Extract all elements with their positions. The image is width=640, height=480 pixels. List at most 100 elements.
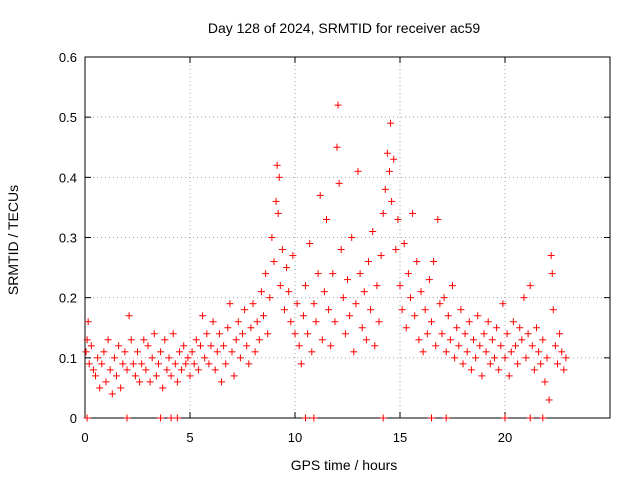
data-point xyxy=(526,282,534,290)
data-point xyxy=(232,336,240,344)
data-point xyxy=(428,318,435,326)
data-point xyxy=(554,360,561,368)
data-point xyxy=(379,414,387,422)
data-point xyxy=(467,366,475,374)
data-point xyxy=(218,378,225,386)
data-point xyxy=(276,282,284,290)
data-point xyxy=(230,372,238,380)
data-point xyxy=(334,101,342,109)
data-point xyxy=(243,342,251,350)
data-point xyxy=(314,270,322,278)
data-point xyxy=(524,330,532,338)
data-point xyxy=(541,378,549,386)
data-point xyxy=(387,119,395,127)
data-point xyxy=(270,258,278,266)
data-point xyxy=(444,312,452,320)
data-point xyxy=(539,414,547,422)
data-point xyxy=(310,414,318,422)
data-point xyxy=(474,312,482,320)
data-point xyxy=(333,143,341,151)
x-axis-label: GPS time / hours xyxy=(291,457,398,473)
data-point xyxy=(402,324,410,332)
data-point xyxy=(182,360,190,368)
data-point xyxy=(96,384,104,392)
data-point xyxy=(331,318,339,326)
data-point xyxy=(167,414,175,422)
data-point xyxy=(488,336,496,344)
data-point xyxy=(236,354,244,362)
plot-frame xyxy=(84,56,611,419)
data-point xyxy=(108,390,116,398)
data-point xyxy=(222,360,230,368)
data-point xyxy=(440,294,448,302)
data-point xyxy=(535,348,543,356)
data-point xyxy=(507,348,515,356)
y-tick-label: 0.4 xyxy=(59,170,77,185)
y-axis-label: SRMTID / TECUs xyxy=(5,185,21,295)
data-point xyxy=(295,342,303,350)
data-point xyxy=(131,372,139,380)
data-point xyxy=(432,342,440,350)
data-point xyxy=(522,354,530,362)
data-point xyxy=(142,366,150,374)
data-point xyxy=(514,360,522,368)
data-point xyxy=(495,366,503,374)
data-point xyxy=(215,330,223,338)
data-point xyxy=(556,330,564,338)
data-point xyxy=(344,276,351,284)
data-point xyxy=(83,414,91,422)
data-point xyxy=(226,300,234,308)
data-point xyxy=(121,348,129,356)
data-point xyxy=(516,324,524,332)
data-point xyxy=(157,414,165,422)
data-point xyxy=(100,348,108,356)
data-point xyxy=(278,246,286,254)
data-point xyxy=(251,348,259,356)
data-point xyxy=(386,167,393,175)
data-point xyxy=(545,396,553,404)
data-point xyxy=(186,372,194,380)
data-point xyxy=(306,240,314,248)
data-point xyxy=(304,330,312,338)
data-point xyxy=(83,336,91,344)
data-point xyxy=(207,342,215,350)
x-tick-label: 10 xyxy=(288,430,302,445)
data-point xyxy=(98,360,106,368)
data-point xyxy=(348,234,356,241)
data-point xyxy=(327,342,335,350)
data-point xyxy=(92,372,99,380)
data-point xyxy=(159,384,167,392)
chart-title: Day 128 of 2024, SRMTID for receiver ac5… xyxy=(208,20,481,36)
data-point xyxy=(234,318,242,326)
data-point xyxy=(371,342,379,350)
data-point xyxy=(205,360,213,368)
data-point xyxy=(404,270,412,278)
data-point xyxy=(144,342,152,350)
data-point xyxy=(287,318,295,326)
data-point xyxy=(518,336,526,344)
data-point xyxy=(388,197,396,205)
data-point xyxy=(119,360,127,368)
data-point xyxy=(434,215,442,223)
data-point xyxy=(383,149,391,157)
data-point xyxy=(274,209,282,217)
data-point xyxy=(413,258,421,266)
data-point xyxy=(115,342,123,350)
data-point xyxy=(297,360,305,368)
data-point xyxy=(113,372,120,380)
data-point xyxy=(178,366,186,374)
data-point xyxy=(268,234,276,241)
data-point xyxy=(335,179,343,187)
data-point xyxy=(562,354,570,362)
y-tick-label: 0.5 xyxy=(59,110,77,125)
data-point xyxy=(84,318,92,326)
data-point xyxy=(316,191,324,199)
data-point xyxy=(442,414,450,422)
data-point xyxy=(302,282,309,290)
data-point xyxy=(528,342,536,350)
data-point xyxy=(463,348,471,356)
data-point xyxy=(253,318,261,326)
data-point xyxy=(499,300,507,308)
data-point xyxy=(551,342,559,350)
data-point xyxy=(365,258,372,266)
